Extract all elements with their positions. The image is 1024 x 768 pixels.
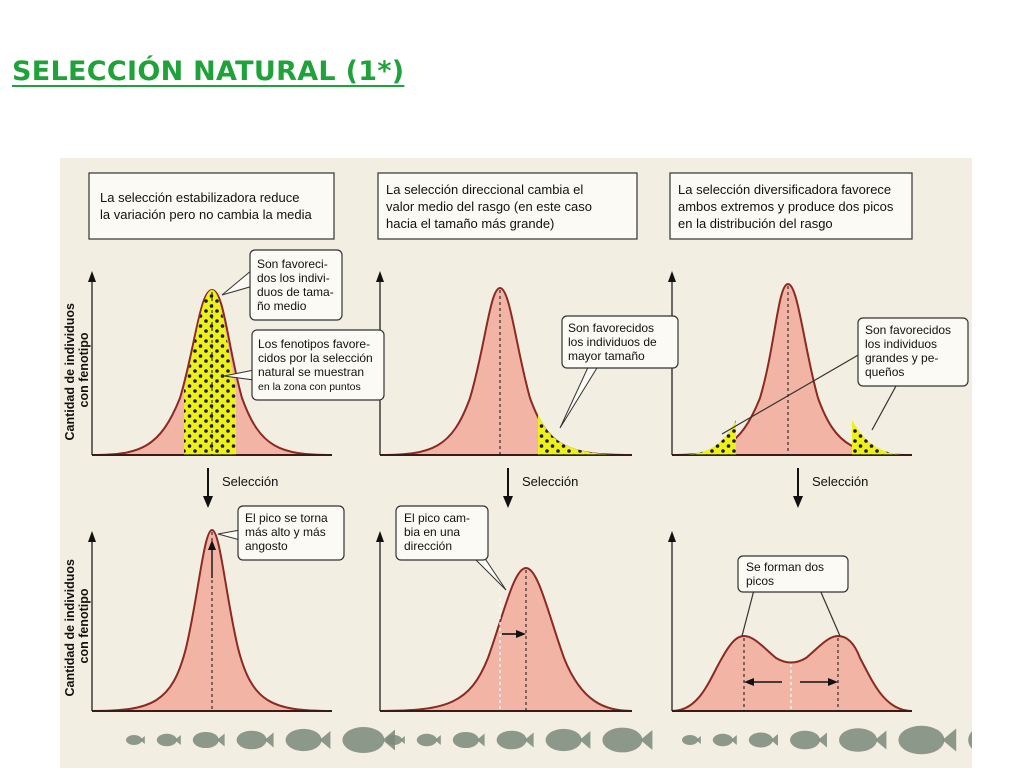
favored-zone-dotted — [538, 414, 632, 455]
favored-zone-right-dotted — [852, 420, 912, 455]
fish-icon — [545, 728, 591, 752]
favored-zone-left-dotted — [672, 420, 736, 455]
y-axis-arrowhead — [668, 531, 676, 542]
fish-icon — [236, 730, 274, 750]
distribution-curve — [671, 282, 913, 456]
fish-icon — [416, 733, 441, 747]
svg-text:La selección direccional cambi: La selección direccional cambia el valor… — [386, 182, 596, 231]
fish-icon — [748, 732, 778, 748]
svg-text:El pico cam- bia en un: El pico cam- bia en una dirección — [404, 511, 473, 553]
fish-icon — [712, 733, 737, 747]
header-directional: La selección direccional cambia el valor… — [377, 172, 638, 240]
y-axis-arrowhead — [88, 271, 96, 282]
plot-stabilizing-before — [88, 271, 333, 456]
y-axis-arrowhead — [376, 271, 384, 282]
header-stabilizing: La selección estabilizadora reduce la va… — [88, 172, 335, 240]
fish-icon — [192, 731, 225, 749]
callout-favored-medium: Son favoreci- dos los indivi- duos de ta… — [221, 249, 343, 321]
svg-text:Son favorecidos los in: Son favorecidos los individuos grandes y… — [865, 323, 954, 379]
fish-icon — [898, 725, 957, 755]
fish-icon — [285, 728, 331, 752]
selection-arrow-diversifying: Selección — [793, 468, 868, 508]
fish-icon — [790, 730, 827, 750]
distribution-curve — [671, 634, 913, 712]
callout-favored-larger: Son favorecidos los individuos de mayor … — [559, 315, 679, 429]
fish-icon — [682, 735, 701, 745]
plot-directional-after — [376, 531, 633, 712]
fish-icon — [386, 735, 405, 745]
selection-arrow-directional: Selección — [503, 468, 578, 508]
callout-peak-shifts: El pico cam- bia en una dirección — [395, 505, 507, 591]
selection-arrow-stabilizing: Selección — [203, 468, 278, 508]
fish-icon — [839, 728, 887, 752]
svg-text:El pico se torna más a: El pico se torna más alto y más angosto — [245, 511, 331, 553]
svg-text:Se forman dos picos: Se forman dos picos — [746, 560, 827, 588]
callout-dotted-zone: Los fenotipos favore- cidos por la selec… — [223, 329, 385, 401]
distribution-curve — [379, 566, 633, 712]
fish-icon — [156, 733, 181, 747]
natural-selection-figure: Cantidad de individuos con fenotipo Cant… — [60, 158, 972, 768]
callout-two-peaks: Se forman dos picos — [737, 555, 849, 637]
fish-size-series — [126, 725, 972, 755]
y-axis-arrowhead — [376, 531, 384, 542]
fish-icon — [126, 735, 145, 745]
callout-peak-taller: El pico se torna más alto y más angosto — [217, 505, 345, 561]
y-axis-arrowhead — [668, 271, 676, 282]
svg-text:Selección: Selección — [522, 474, 578, 489]
svg-text:La selección estabilizadora re: La selección estabilizadora reduce la va… — [100, 190, 312, 222]
svg-text:Son favoreci- dos los: Son favoreci- dos los indivi- duos de ta… — [257, 257, 337, 313]
favored-zone-dotted — [184, 290, 236, 455]
svg-text:Los fenotipos favore-: Los fenotipos favore- cidos por la selec… — [258, 337, 376, 393]
fish-icon — [452, 731, 485, 749]
svg-text:Son favorecidos los in: Son favorecidos los individuos de mayor … — [568, 321, 660, 363]
svg-text:Selección: Selección — [222, 474, 278, 489]
plot-stabilizing-after — [88, 528, 333, 712]
slide-title: SELECCIÓN NATURAL (1*) — [12, 56, 405, 87]
y-axis-arrowhead — [88, 531, 96, 542]
plot-diversifying-after — [668, 531, 913, 712]
distribution-curve — [91, 528, 333, 712]
fish-icon — [968, 731, 972, 749]
y-axis-label-bottom: Cantidad de individuos con fenotipo — [63, 556, 91, 697]
header-diversifying: La selección diversificadora favorece am… — [669, 172, 913, 240]
y-axis-label-top: Cantidad de individuos con fenotipo — [63, 300, 91, 441]
svg-text:La selección diversificadora f: La selección diversificadora favorece am… — [678, 182, 897, 231]
fish-icon — [602, 727, 653, 753]
svg-text:Selección: Selección — [812, 474, 868, 489]
callout-favored-extremes: Son favorecidos los individuos grandes y… — [721, 317, 969, 435]
plot-diversifying-before — [668, 271, 913, 456]
fish-icon — [496, 730, 534, 750]
